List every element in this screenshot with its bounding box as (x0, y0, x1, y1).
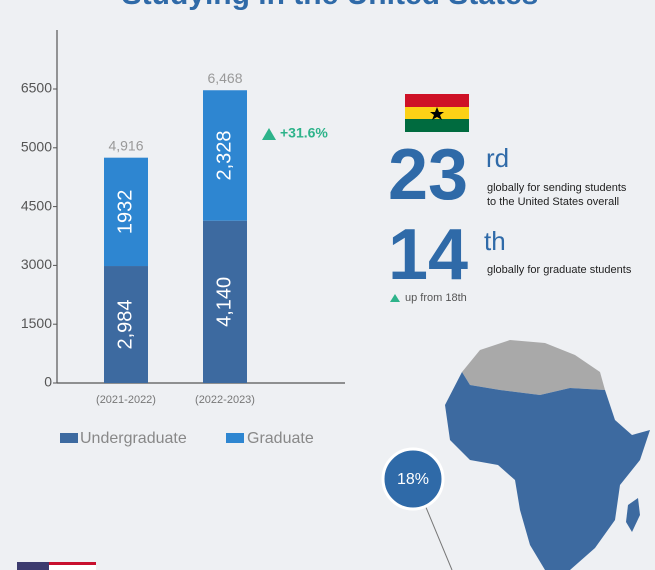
rank-number: 23 (388, 135, 468, 215)
value-label: 2,984 (114, 299, 136, 349)
y-tick-label: 3000 (21, 256, 52, 272)
total-label: 6,468 (207, 70, 242, 86)
africa-map (381, 340, 650, 570)
value-label: 4,140 (213, 277, 235, 327)
up-icon (262, 128, 276, 140)
y-tick-label: 5000 (21, 139, 52, 155)
up-icon (390, 294, 400, 302)
y-tick-label: 6500 (21, 80, 52, 96)
y-tick-label: 4500 (21, 197, 52, 213)
ghana-flag (405, 94, 469, 132)
rank-number: 14 (388, 215, 468, 295)
x-tick-label: (2022-2023) (195, 394, 255, 406)
rank-note: up from 18th (405, 292, 467, 304)
y-tick-label: 0 (44, 374, 52, 390)
rank-text: globally for sending students (487, 182, 627, 194)
bar-segment (203, 90, 247, 221)
annotation: +31.6% (280, 125, 328, 141)
rank-suffix: rd (486, 143, 509, 173)
title: Studying in the United States (122, 0, 539, 11)
us-flag (17, 562, 96, 570)
bar-segment (104, 157, 148, 267)
rank-suffix: th (484, 226, 506, 256)
legend-label: Undergraduate (80, 430, 187, 447)
legend: Undergraduate Graduate (60, 430, 314, 447)
legend-swatch (60, 433, 78, 443)
value-label: 1932 (114, 190, 136, 235)
bar-segment (203, 220, 247, 383)
map-share: 18% (397, 471, 429, 488)
value-label: 2,328 (213, 130, 235, 180)
rank-text: to the United States overall (487, 196, 619, 208)
legend-label: Graduate (247, 430, 314, 447)
x-tick-label: (2021-2022) (96, 394, 156, 406)
total-label: 4,916 (108, 137, 143, 153)
y-tick-label: 1500 (21, 315, 52, 331)
bar-segment (104, 266, 148, 383)
legend-swatch (226, 433, 244, 443)
rank-text: globally for graduate students (487, 264, 632, 276)
